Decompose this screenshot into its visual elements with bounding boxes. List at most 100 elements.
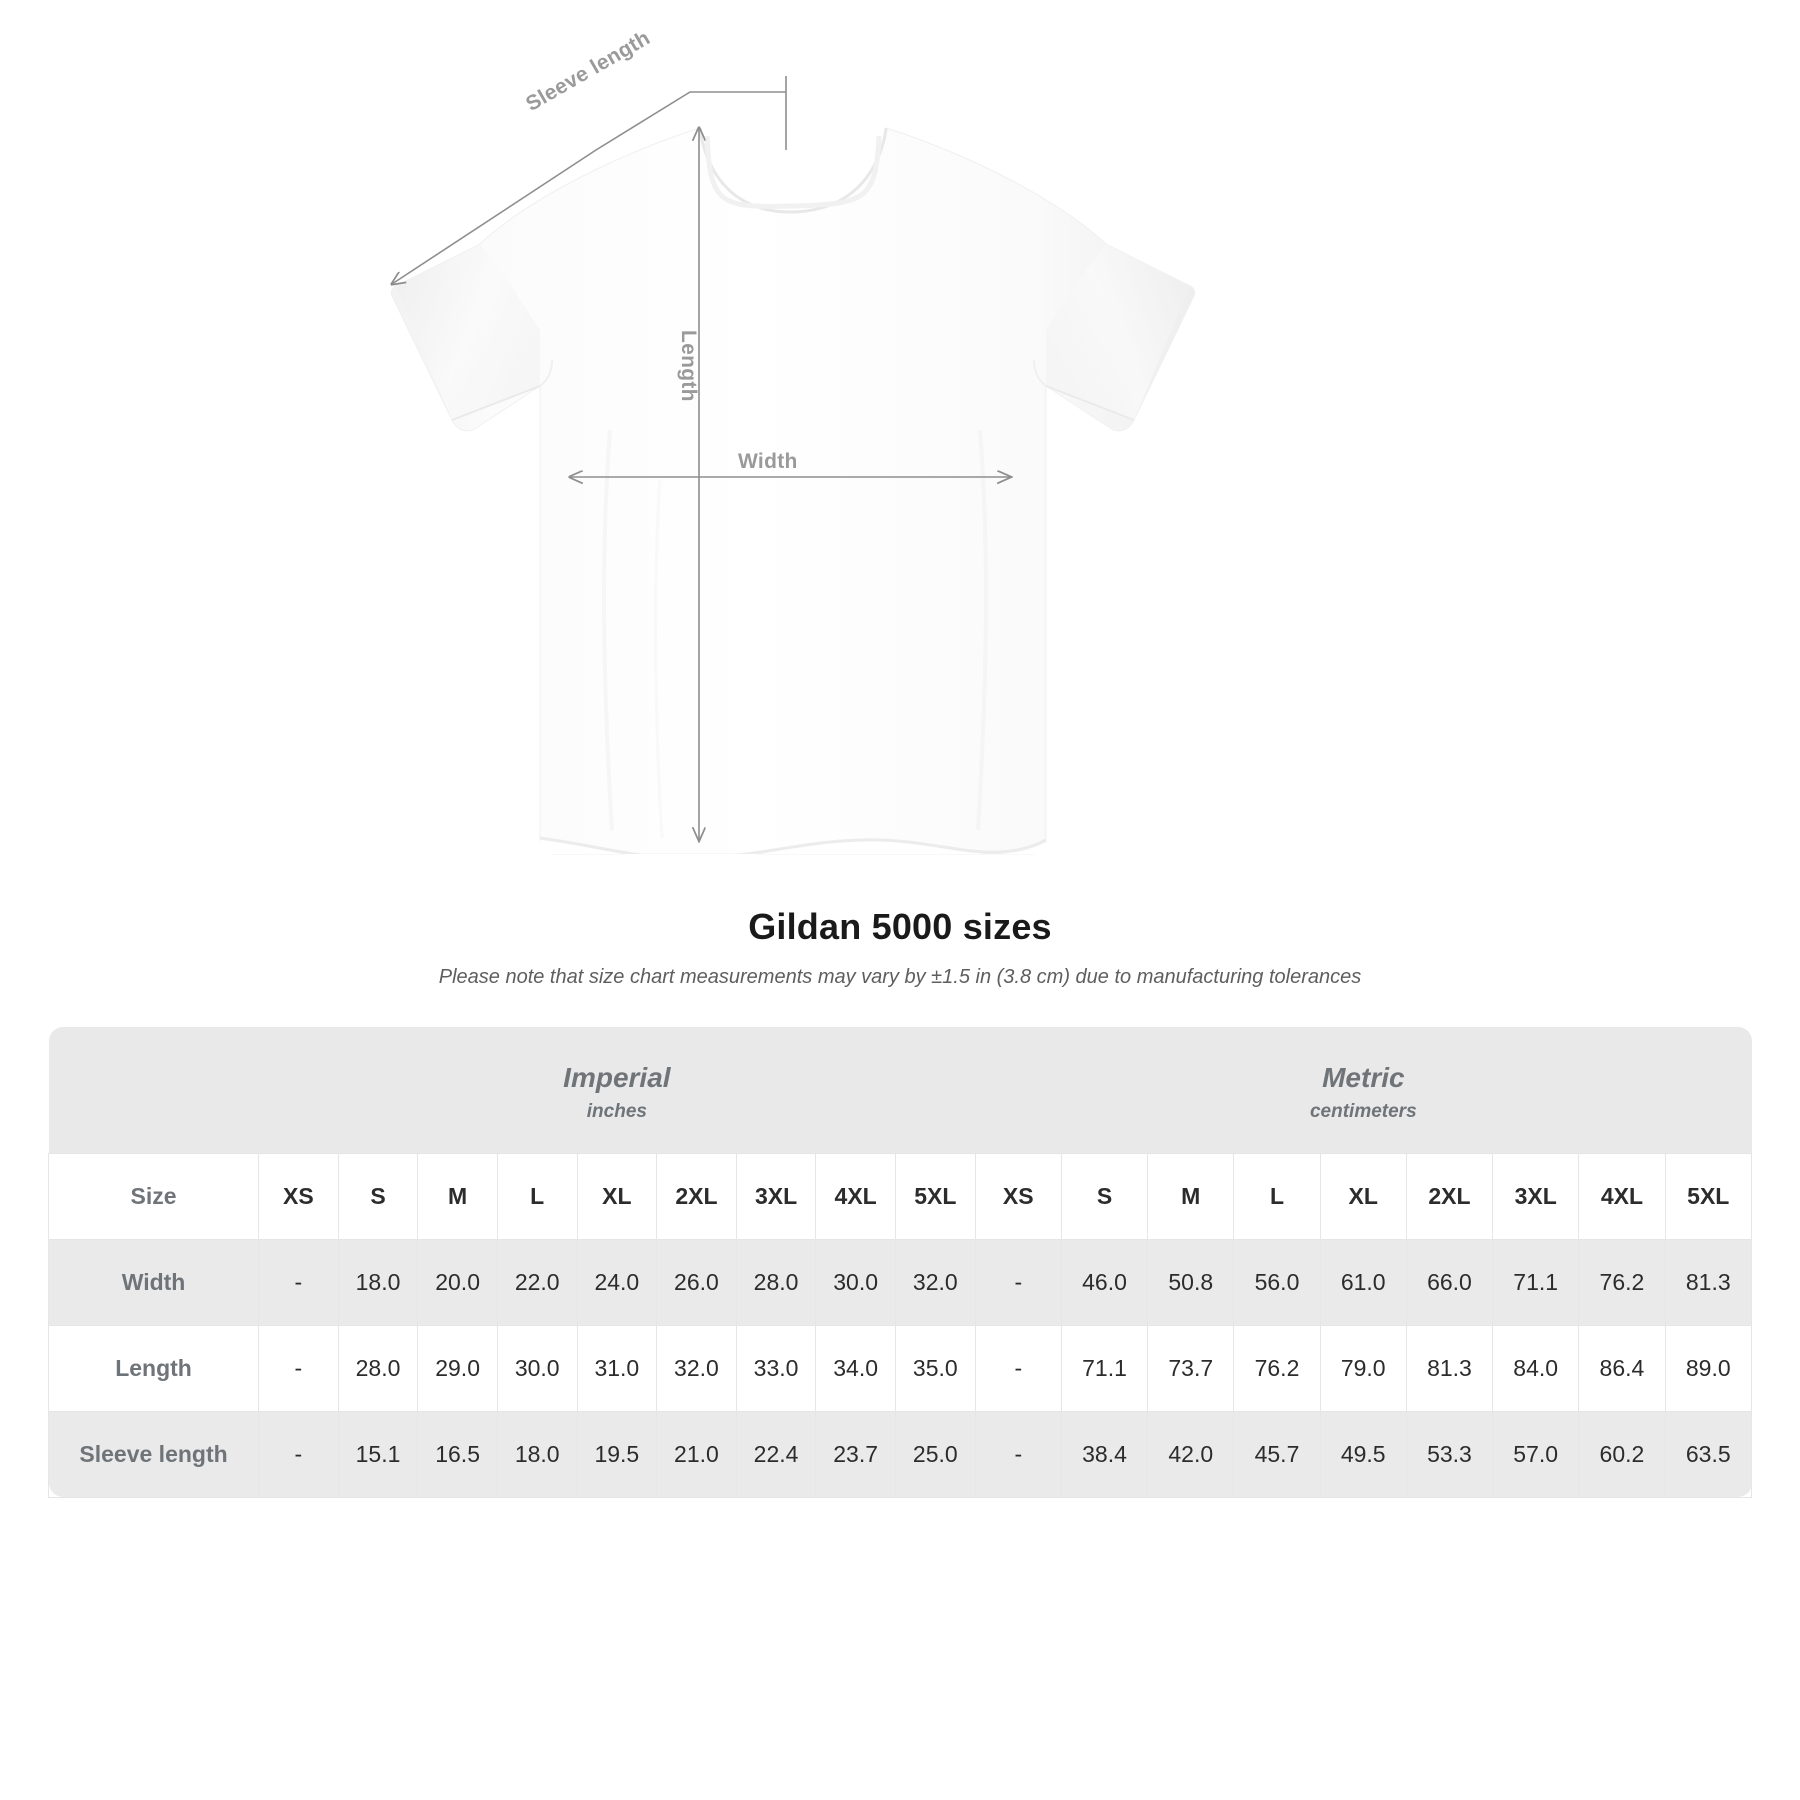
cell-length-metric-7: 86.4 (1578, 1324, 1666, 1412)
cell-length-metric-3: 76.2 (1233, 1324, 1321, 1412)
title-block: Gildan 5000 sizes Please note that size … (0, 900, 1800, 989)
cell-length-metric-2: 73.7 (1147, 1324, 1235, 1412)
row-label-sleeve-length: Sleeve length (47, 1410, 260, 1498)
cell-width-metric-0: - (974, 1238, 1062, 1326)
cell-sleeve-imperial-6: 22.4 (735, 1410, 817, 1498)
cell-width-imperial-6: 28.0 (735, 1238, 817, 1326)
cell-sleeve-imperial-1: 15.1 (337, 1410, 419, 1498)
cell-width-imperial-7: 30.0 (815, 1238, 896, 1326)
size-col-imperial-2: M (417, 1152, 498, 1240)
size-col-metric-3: L (1233, 1152, 1321, 1240)
cell-length-imperial-4: 31.0 (576, 1324, 658, 1412)
size-col-imperial-1: S (337, 1152, 419, 1240)
size-col-metric-0: XS (974, 1152, 1062, 1240)
cell-width-imperial-1: 18.0 (337, 1238, 419, 1326)
cell-sleeve-metric-1: 38.4 (1060, 1410, 1149, 1498)
cell-length-metric-6: 84.0 (1492, 1324, 1580, 1412)
table-row: Length - 28.0 29.0 30.0 31.0 32.0 33.0 3… (47, 1324, 1753, 1412)
size-col-metric-7: 4XL (1578, 1152, 1666, 1240)
size-table-wrapper: Imperial inches Metric centimeters Size … (47, 1027, 1753, 1498)
unit-header-imperial: Imperial inches (258, 1027, 976, 1154)
size-col-metric-4: XL (1319, 1152, 1407, 1240)
cell-length-imperial-7: 34.0 (815, 1324, 896, 1412)
cell-width-imperial-5: 26.0 (656, 1238, 737, 1326)
cell-width-metric-2: 50.8 (1147, 1238, 1235, 1326)
cell-length-imperial-6: 33.0 (735, 1324, 817, 1412)
cell-sleeve-metric-0: - (974, 1410, 1062, 1498)
row-label-length: Length (47, 1324, 260, 1412)
size-col-imperial-7: 4XL (815, 1152, 896, 1240)
cell-sleeve-metric-5: 53.3 (1405, 1410, 1494, 1498)
table-row: Sleeve length - 15.1 16.5 18.0 19.5 21.0… (47, 1410, 1753, 1498)
size-col-imperial-4: XL (576, 1152, 658, 1240)
width-label: Width (738, 450, 798, 473)
cell-length-metric-0: - (974, 1324, 1062, 1412)
cell-length-metric-4: 79.0 (1319, 1324, 1407, 1412)
size-col-imperial-0: XS (258, 1152, 339, 1240)
cell-sleeve-metric-6: 57.0 (1492, 1410, 1580, 1498)
cell-sleeve-metric-4: 49.5 (1319, 1410, 1407, 1498)
cell-sleeve-imperial-0: - (258, 1410, 339, 1498)
cell-sleeve-imperial-8: 25.0 (894, 1410, 976, 1498)
cell-sleeve-metric-8: 63.5 (1664, 1410, 1753, 1498)
cell-sleeve-metric-7: 60.2 (1578, 1410, 1666, 1498)
cell-width-metric-6: 71.1 (1492, 1238, 1580, 1326)
cell-sleeve-metric-2: 42.0 (1147, 1410, 1235, 1498)
cell-length-imperial-5: 32.0 (656, 1324, 737, 1412)
cell-width-metric-5: 66.0 (1405, 1238, 1494, 1326)
tshirt-shape (390, 127, 1196, 861)
cell-sleeve-imperial-4: 19.5 (576, 1410, 658, 1498)
cell-length-imperial-3: 30.0 (496, 1324, 578, 1412)
cell-sleeve-imperial-2: 16.5 (417, 1410, 498, 1498)
cell-length-metric-1: 71.1 (1060, 1324, 1149, 1412)
page-subtitle: Please note that size chart measurements… (438, 966, 1362, 988)
cell-width-metric-4: 61.0 (1319, 1238, 1407, 1326)
unit-header-blank (48, 1027, 259, 1154)
cell-sleeve-imperial-3: 18.0 (496, 1410, 578, 1498)
cell-length-metric-8: 89.0 (1664, 1324, 1753, 1412)
imperial-name: Imperial (563, 1062, 671, 1093)
cell-width-metric-1: 46.0 (1060, 1238, 1149, 1326)
cell-width-metric-7: 76.2 (1578, 1238, 1666, 1326)
cell-width-imperial-4: 24.0 (576, 1238, 658, 1326)
cell-width-imperial-3: 22.0 (496, 1238, 578, 1326)
size-col-metric-8: 5XL (1664, 1152, 1753, 1240)
size-col-metric-1: S (1060, 1152, 1149, 1240)
row-label-width: Width (47, 1238, 260, 1326)
cell-length-metric-5: 81.3 (1405, 1324, 1494, 1412)
size-chart-table: Imperial inches Metric centimeters Size … (47, 1027, 1753, 1498)
size-col-imperial-6: 3XL (735, 1152, 817, 1240)
cell-sleeve-metric-3: 45.7 (1233, 1410, 1321, 1498)
page-title: Gildan 5000 sizes (748, 906, 1052, 947)
size-col-metric-6: 3XL (1492, 1152, 1580, 1240)
size-header-label: Size (47, 1152, 260, 1240)
cell-sleeve-imperial-7: 23.7 (815, 1410, 896, 1498)
size-col-metric-5: 2XL (1405, 1152, 1494, 1240)
cell-width-imperial-0: - (258, 1238, 339, 1326)
size-col-metric-2: M (1147, 1152, 1235, 1240)
tshirt-illustration (0, 76, 1196, 861)
cell-width-metric-3: 56.0 (1233, 1238, 1321, 1326)
size-col-imperial-5: 2XL (656, 1152, 737, 1240)
size-col-imperial-3: L (496, 1152, 578, 1240)
metric-name: Metric (1322, 1062, 1405, 1093)
size-col-imperial-8: 5XL (894, 1152, 976, 1240)
cell-width-metric-8: 81.3 (1664, 1238, 1753, 1326)
unit-group-header-row: Imperial inches Metric centimeters (48, 1027, 1752, 1154)
cell-sleeve-imperial-5: 21.0 (656, 1410, 737, 1498)
metric-unit: centimeters (1309, 1100, 1417, 1122)
measurement-annotations (392, 76, 1010, 840)
table-row: Width - 18.0 20.0 22.0 24.0 26.0 28.0 30… (47, 1238, 1753, 1326)
imperial-unit: inches (586, 1100, 647, 1122)
cell-length-imperial-1: 28.0 (337, 1324, 419, 1412)
cell-width-imperial-2: 20.0 (417, 1238, 498, 1326)
size-header-row: Size XS S M L XL 2XL 3XL 4XL 5XL XS S M … (47, 1152, 1753, 1240)
cell-length-imperial-0: - (258, 1324, 339, 1412)
cell-width-imperial-8: 32.0 (894, 1238, 976, 1326)
sleeve-length-arrow (392, 76, 787, 284)
cell-length-imperial-8: 35.0 (894, 1324, 976, 1412)
unit-header-metric: Metric centimeters (975, 1027, 1752, 1154)
length-label: Length (677, 330, 700, 402)
cell-length-imperial-2: 29.0 (417, 1324, 498, 1412)
tshirt-diagram: Sleeve length Length Width (0, 26, 1196, 861)
